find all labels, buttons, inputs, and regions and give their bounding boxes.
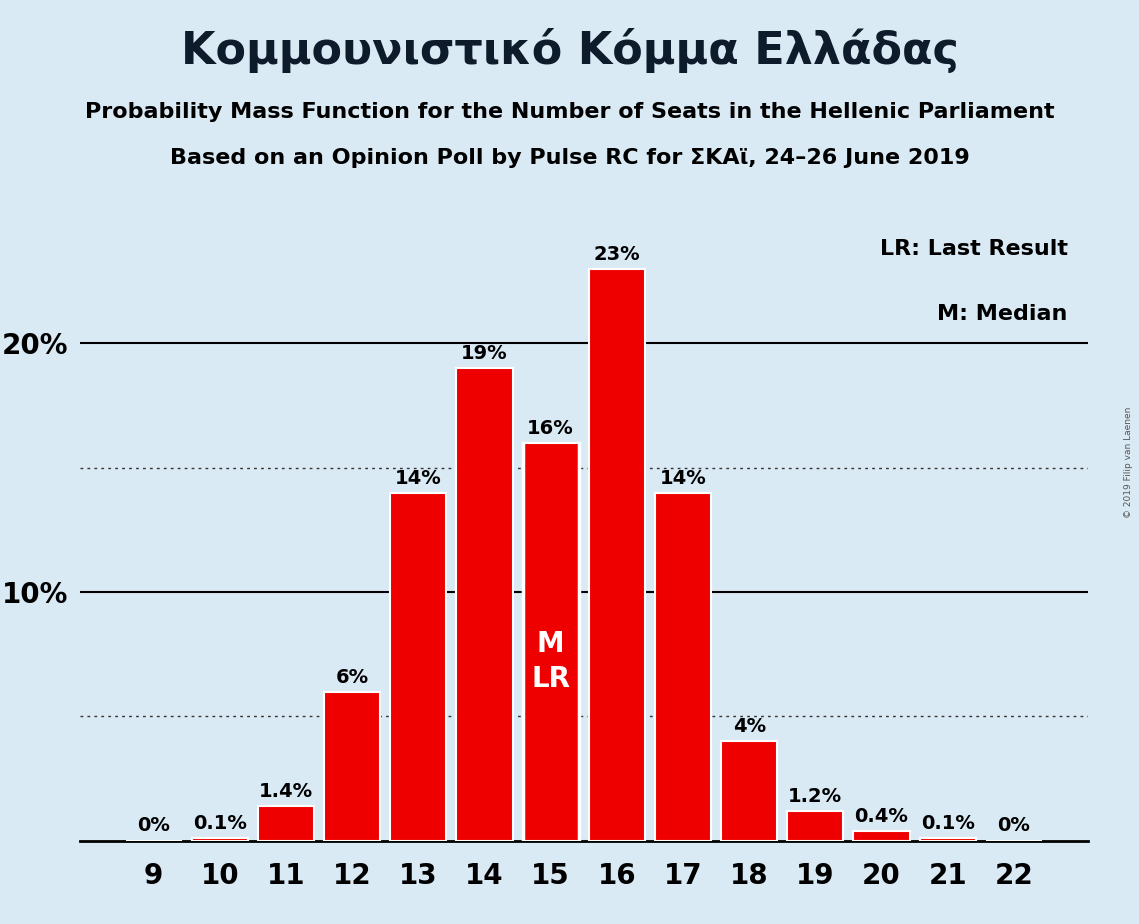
Text: Κομμουνιστικό Κόμμα Ελλάδας: Κομμουνιστικό Κόμμα Ελλάδας <box>181 28 958 73</box>
Bar <box>257 806 314 841</box>
Bar <box>323 691 380 841</box>
Text: 14%: 14% <box>395 468 442 488</box>
Text: 0.1%: 0.1% <box>920 814 975 833</box>
Bar <box>655 492 711 841</box>
Text: 6%: 6% <box>336 668 369 687</box>
Bar <box>391 492 446 841</box>
Bar <box>523 443 579 841</box>
Text: 1.2%: 1.2% <box>788 787 843 806</box>
Text: 16%: 16% <box>527 419 574 438</box>
Bar <box>191 838 248 841</box>
Text: M
LR: M LR <box>531 630 571 693</box>
Bar <box>853 831 910 841</box>
Bar <box>721 741 777 841</box>
Text: 14%: 14% <box>659 468 706 488</box>
Text: M: Median: M: Median <box>937 304 1067 324</box>
Text: 0.4%: 0.4% <box>854 807 909 826</box>
Text: 1.4%: 1.4% <box>259 782 313 801</box>
Bar <box>589 269 645 841</box>
Bar <box>919 838 976 841</box>
Text: LR: Last Result: LR: Last Result <box>879 239 1067 260</box>
Text: 0%: 0% <box>137 816 170 834</box>
Text: 0.1%: 0.1% <box>192 814 247 833</box>
Text: 0%: 0% <box>998 816 1031 834</box>
Text: Probability Mass Function for the Number of Seats in the Hellenic Parliament: Probability Mass Function for the Number… <box>84 102 1055 122</box>
Text: 19%: 19% <box>461 345 508 363</box>
Text: © 2019 Filip van Laenen: © 2019 Filip van Laenen <box>1124 407 1133 517</box>
Bar <box>787 811 844 841</box>
Text: 4%: 4% <box>732 717 765 736</box>
Text: 23%: 23% <box>593 245 640 263</box>
Bar <box>457 368 513 841</box>
Text: Based on an Opinion Poll by Pulse RC for ΣΚΑϊ, 24–26 June 2019: Based on an Opinion Poll by Pulse RC for… <box>170 148 969 168</box>
